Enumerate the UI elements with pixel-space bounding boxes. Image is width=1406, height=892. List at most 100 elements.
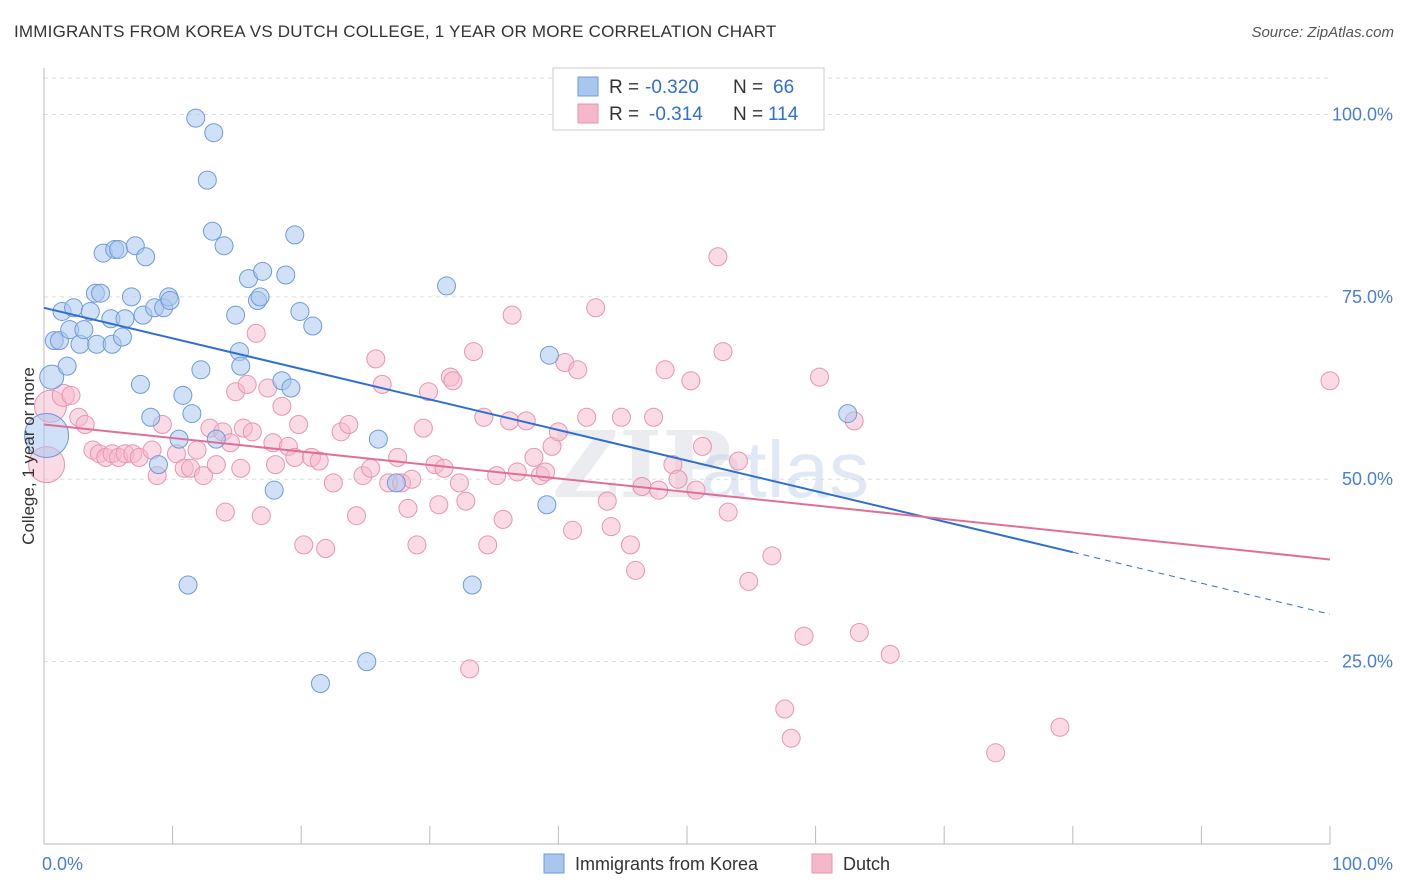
legend-label-dutch: Dutch (843, 854, 890, 874)
series-legend: Immigrants from Korea Dutch (543, 853, 890, 874)
legend-r-label: R = (609, 77, 639, 98)
data-point-dutch (75, 415, 95, 435)
data-point-dutch (456, 491, 476, 511)
trend-line-korea-extension (1072, 551, 1331, 615)
data-point-dutch (502, 305, 522, 325)
data-point-dutch (597, 491, 617, 511)
legend-r-value: -0.314 (649, 104, 703, 125)
data-point-korea (39, 364, 65, 390)
data-point-korea (112, 327, 132, 347)
data-point-dutch (460, 659, 480, 679)
data-point-dutch (781, 728, 801, 748)
data-point-dutch (464, 342, 484, 362)
data-point-korea (264, 480, 284, 500)
data-point-korea (141, 407, 161, 427)
data-point-korea (276, 265, 296, 285)
data-point-korea (148, 455, 168, 475)
data-point-dutch (809, 367, 829, 387)
data-point-dutch (775, 699, 795, 719)
legend-r-value: -0.320 (645, 77, 699, 98)
data-point-dutch (407, 535, 427, 555)
x-tick-label: 0.0% (42, 854, 83, 874)
data-point-dutch (507, 462, 527, 482)
data-point-korea (226, 305, 246, 325)
data-point-korea (136, 247, 156, 267)
legend-r-label: R = (609, 104, 639, 125)
trend-line-dutch (43, 423, 1331, 561)
data-point-korea (202, 221, 222, 241)
data-point-dutch (265, 455, 285, 475)
data-point-korea (186, 108, 206, 128)
legend-label-korea: Immigrants from Korea (575, 854, 759, 874)
data-point-korea (57, 356, 77, 376)
data-point-korea (285, 225, 305, 245)
data-point-korea (290, 301, 310, 321)
data-point-korea (368, 429, 388, 449)
data-point-korea (253, 261, 273, 281)
korea-points (24, 108, 858, 694)
data-point-dutch (361, 458, 381, 478)
data-point-dutch (718, 502, 738, 522)
legend-swatch-korea (543, 853, 565, 874)
data-point-korea (121, 287, 141, 307)
data-point-dutch (655, 360, 675, 380)
y-axis-label: College, 1 year or more (19, 367, 38, 545)
data-point-korea (130, 374, 150, 394)
y-tick-label: 50.0% (1342, 469, 1393, 489)
data-point-korea (74, 320, 94, 340)
legend-swatch-dutch (811, 853, 833, 874)
x-tick-label: 100.0% (1332, 854, 1393, 874)
legend-n-label: N = (733, 104, 763, 125)
data-point-dutch (372, 374, 392, 394)
data-point-korea (281, 378, 301, 398)
data-point-dutch (187, 440, 207, 460)
data-point-korea (182, 404, 202, 424)
data-point-dutch (231, 458, 251, 478)
data-point-dutch (849, 622, 869, 642)
data-point-dutch (708, 247, 728, 267)
data-point-dutch (762, 546, 782, 566)
data-point-korea (197, 170, 217, 190)
data-point-dutch (620, 535, 640, 555)
data-point-dutch (272, 396, 292, 416)
y-tick-label: 100.0% (1332, 104, 1393, 124)
data-point-dutch (493, 509, 513, 529)
data-point-korea (178, 575, 198, 595)
legend-n-value: 66 (773, 77, 794, 98)
trend-lines (43, 306, 1331, 615)
data-point-dutch (434, 458, 454, 478)
data-point-korea (160, 291, 180, 311)
data-point-dutch (524, 447, 544, 467)
data-point-dutch (728, 451, 748, 471)
data-point-korea (537, 495, 557, 515)
stats-legend: R = -0.320 N = 66 R = -0.314 N = 114 (552, 67, 825, 131)
y-tick-label: 25.0% (1342, 652, 1393, 672)
data-point-korea (357, 652, 377, 672)
data-point-korea (539, 345, 559, 365)
data-point-dutch (563, 520, 583, 540)
data-point-korea (386, 473, 406, 493)
chart-title: IMMIGRANTS FROM KOREA VS DUTCH COLLEGE, … (14, 22, 777, 41)
source-label: Source: ZipAtlas.com (1251, 24, 1394, 41)
data-point-korea (109, 239, 129, 259)
data-point-dutch (316, 539, 336, 559)
data-point-dutch (193, 466, 213, 486)
data-point-dutch (644, 407, 664, 427)
data-point-dutch (206, 455, 226, 475)
data-point-korea (191, 360, 211, 380)
legend-swatch-korea (577, 76, 599, 97)
data-point-korea (303, 316, 323, 336)
data-point-korea (310, 674, 330, 694)
data-point-dutch (339, 415, 359, 435)
data-point-dutch (626, 560, 646, 580)
data-point-dutch (346, 506, 366, 526)
data-point-korea (250, 287, 270, 307)
data-point-dutch (402, 469, 422, 489)
data-point-dutch (568, 360, 588, 380)
data-point-dutch (577, 407, 597, 427)
data-point-dutch (289, 415, 309, 435)
data-point-dutch (419, 382, 439, 402)
data-point-dutch (242, 422, 262, 442)
data-point-dutch (1050, 717, 1070, 737)
